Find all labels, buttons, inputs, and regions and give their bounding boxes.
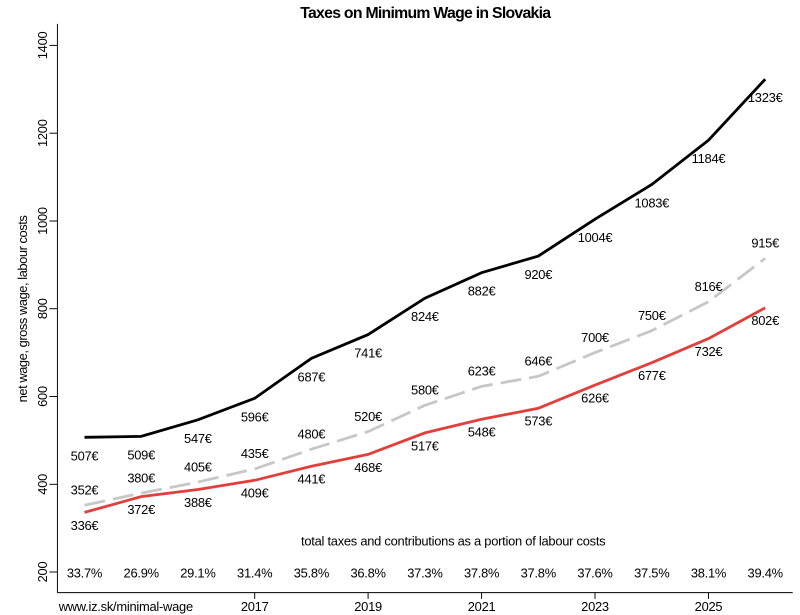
svg-text:580€: 580€ bbox=[411, 383, 439, 398]
svg-text:623€: 623€ bbox=[468, 364, 496, 379]
svg-text:336€: 336€ bbox=[71, 518, 99, 533]
svg-text:37.3%: 37.3% bbox=[407, 566, 442, 581]
svg-text:646€: 646€ bbox=[524, 354, 552, 369]
svg-text:37.8%: 37.8% bbox=[521, 566, 556, 581]
svg-text:882€: 882€ bbox=[468, 284, 496, 299]
svg-text:480€: 480€ bbox=[298, 426, 326, 441]
svg-text:405€: 405€ bbox=[184, 459, 212, 474]
svg-text:37.6%: 37.6% bbox=[577, 566, 612, 581]
svg-text:816€: 816€ bbox=[695, 279, 723, 294]
svg-text:915€: 915€ bbox=[751, 236, 779, 251]
svg-text:2017: 2017 bbox=[241, 599, 269, 614]
svg-text:1000: 1000 bbox=[35, 207, 50, 235]
svg-text:824€: 824€ bbox=[411, 309, 439, 324]
svg-text:31.4%: 31.4% bbox=[237, 566, 272, 581]
svg-text:Taxes on Minimum Wage in Slova: Taxes on Minimum Wage in Slovakia bbox=[300, 5, 551, 22]
svg-text:200: 200 bbox=[35, 562, 50, 583]
svg-text:37.5%: 37.5% bbox=[634, 566, 669, 581]
svg-text:380€: 380€ bbox=[127, 470, 155, 485]
svg-text:802€: 802€ bbox=[751, 313, 779, 328]
svg-text:507€: 507€ bbox=[71, 448, 99, 463]
svg-text:38.1%: 38.1% bbox=[691, 566, 726, 581]
svg-text:35.8%: 35.8% bbox=[294, 566, 329, 581]
svg-text:700€: 700€ bbox=[581, 330, 609, 345]
svg-text:548€: 548€ bbox=[468, 425, 496, 440]
svg-text:1184€: 1184€ bbox=[692, 151, 726, 166]
svg-text:441€: 441€ bbox=[298, 472, 326, 487]
svg-text:29.1%: 29.1% bbox=[180, 566, 215, 581]
svg-text:1004€: 1004€ bbox=[578, 230, 613, 245]
svg-text:2023: 2023 bbox=[581, 599, 609, 614]
svg-text:677€: 677€ bbox=[638, 368, 666, 383]
svg-text:www.iz.sk/minimal-wage: www.iz.sk/minimal-wage bbox=[58, 599, 193, 614]
svg-text:36.8%: 36.8% bbox=[350, 566, 385, 581]
svg-text:total taxes and contributions: total taxes and contributions as a porti… bbox=[301, 534, 605, 549]
svg-text:26.9%: 26.9% bbox=[124, 566, 159, 581]
svg-text:600: 600 bbox=[35, 386, 50, 407]
svg-text:509€: 509€ bbox=[127, 447, 155, 462]
svg-text:626€: 626€ bbox=[581, 391, 609, 406]
svg-text:596€: 596€ bbox=[241, 409, 269, 424]
svg-text:2019: 2019 bbox=[354, 599, 382, 614]
svg-text:37.8%: 37.8% bbox=[464, 566, 499, 581]
svg-text:352€: 352€ bbox=[71, 483, 99, 498]
svg-text:1400: 1400 bbox=[35, 31, 50, 59]
svg-text:net wage, gross wage, labour c: net wage, gross wage, labour costs bbox=[15, 216, 30, 403]
svg-text:1323€: 1323€ bbox=[748, 90, 783, 105]
svg-text:517€: 517€ bbox=[411, 438, 439, 453]
svg-text:547€: 547€ bbox=[184, 431, 212, 446]
svg-text:800: 800 bbox=[35, 298, 50, 319]
svg-text:39.4%: 39.4% bbox=[748, 566, 783, 581]
svg-text:750€: 750€ bbox=[638, 308, 666, 323]
svg-text:1083€: 1083€ bbox=[634, 196, 669, 211]
svg-text:400: 400 bbox=[35, 474, 50, 495]
svg-text:388€: 388€ bbox=[184, 495, 212, 510]
svg-text:741€: 741€ bbox=[354, 346, 382, 361]
svg-text:573€: 573€ bbox=[524, 414, 552, 429]
svg-text:520€: 520€ bbox=[354, 409, 382, 424]
svg-text:409€: 409€ bbox=[241, 486, 269, 501]
svg-text:732€: 732€ bbox=[695, 344, 723, 359]
svg-text:468€: 468€ bbox=[354, 460, 382, 475]
svg-text:687€: 687€ bbox=[298, 369, 326, 384]
svg-text:2021: 2021 bbox=[468, 599, 496, 614]
svg-text:372€: 372€ bbox=[127, 502, 155, 517]
svg-text:33.7%: 33.7% bbox=[67, 566, 102, 581]
svg-text:435€: 435€ bbox=[241, 446, 269, 461]
svg-text:2025: 2025 bbox=[695, 599, 723, 614]
svg-text:1200: 1200 bbox=[35, 119, 50, 147]
svg-text:920€: 920€ bbox=[524, 267, 552, 282]
